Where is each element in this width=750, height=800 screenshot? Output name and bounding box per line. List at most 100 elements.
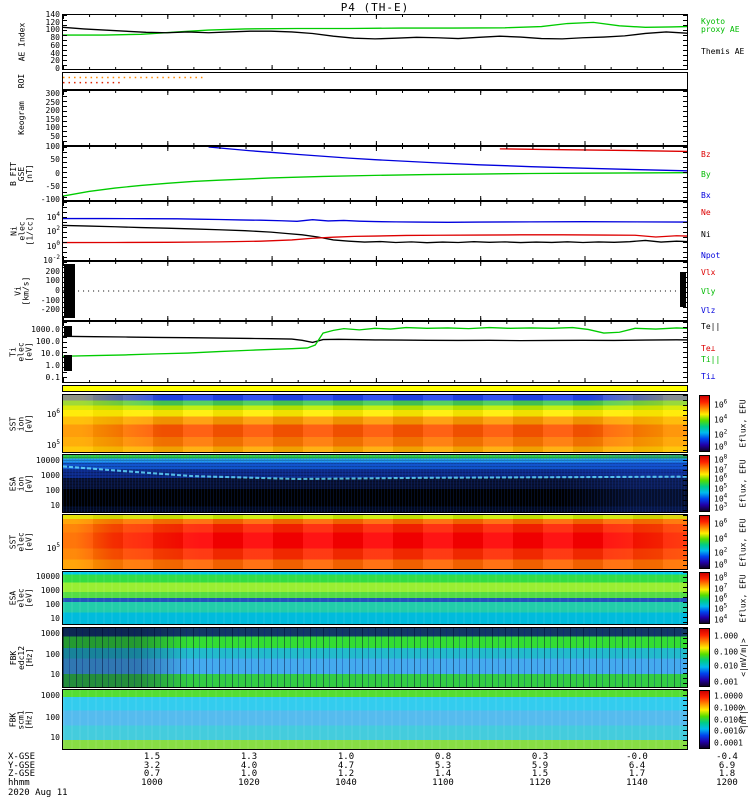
panel-b-fit: B FIT GSE [nT] -100 -50 0 50 100 Bz By Bx <box>9 142 711 204</box>
ylabel-fbk-edc12: FBK edc12 [Hz] <box>9 645 34 670</box>
ephemeris-value: 1040 <box>335 777 357 788</box>
ephemeris-row-label: Z-GSE <box>8 769 36 779</box>
offscale-data-bar-right <box>680 272 686 308</box>
panel-temperature: Ti elec [eV] 1000.0 100.0 10.0 1.0 0.1 Te|| T… <box>9 321 720 383</box>
colorbar-tick-label: 0.0100 <box>714 715 743 724</box>
ephemeris-value: 5.9 <box>531 760 549 771</box>
legend-label: Vlx <box>701 267 716 277</box>
colorbar-tick-label: 106 <box>714 398 728 409</box>
colorbar-unit-sst-elec: Eflux, EFU <box>738 517 748 567</box>
ytick-label: 0 <box>55 286 60 296</box>
ytick-label: 300 <box>45 89 60 99</box>
ytick-label: 102 <box>46 225 60 236</box>
panel-ae-index: AE Index 0 20 40 60 80 100 120 140 Kyoto proxy … <box>17 10 744 73</box>
ytick-label: 100 <box>45 599 60 609</box>
colorbar-tick-label: 105 <box>714 482 728 494</box>
colorbar-tick-label: 104 <box>714 613 728 625</box>
ephemeris-value: 1.5 <box>143 752 161 762</box>
ytick-label: 100 <box>45 123 60 133</box>
ytick-label: 250 <box>45 97 60 107</box>
ephemeris-value: 0.7 <box>143 769 161 779</box>
sst-ion-heatmap <box>63 395 687 452</box>
ytick-label: 100 <box>45 649 60 659</box>
esa-elec-heatmap <box>63 572 687 624</box>
ytick-label: 20 <box>50 56 60 66</box>
ytick-label: -200 <box>40 305 60 315</box>
panel-sst-ion-spectrogram: SST ion [eV] 106 105 106 104 102 100 Eflux, … <box>9 394 748 453</box>
ytick-label: 1000 <box>40 690 60 700</box>
ylabel-sst-ion: SST ion [eV] <box>8 413 34 434</box>
colorbar-ticks-esa-elec: 108 107 106 105 104 <box>714 572 744 624</box>
keogram-area <box>63 91 687 145</box>
colorbar-tick-label: 104 <box>714 492 728 504</box>
ephemeris-value: 1.2 <box>337 769 355 779</box>
sst-elec-heatmap <box>63 515 687 569</box>
ytick-label: 10-2 <box>43 254 60 265</box>
ytick-label: 10.0 <box>40 349 60 359</box>
roi-dotted-lines <box>63 76 204 84</box>
ephemeris-value: 3.2 <box>143 760 161 771</box>
colorbar-esa-ion <box>699 455 710 512</box>
panel-density: Ni elec [1/cc] 10-2 100 102 104 Ne Ni Npot <box>9 201 720 265</box>
temperature-lines <box>63 326 687 357</box>
plot-title: P4 (TH-E) <box>340 1 410 14</box>
ytick-label: 10 <box>50 670 60 680</box>
ylabel-keogram: Keogram <box>17 101 26 135</box>
ephemeris-value: 1.0 <box>240 769 258 779</box>
colorbar-tick-label: 107 <box>714 582 728 593</box>
ytick-label: 1.0 <box>45 361 60 371</box>
ytick-label: 10 <box>50 613 60 623</box>
ytick-label: 1000 <box>40 585 60 595</box>
ytick-label: 120 <box>45 17 60 27</box>
ylabel-velocity: Vi [km/s] <box>13 276 30 306</box>
legend-label: Bz <box>701 150 711 160</box>
legend-label: Vly <box>701 287 716 297</box>
ephemeris-value: 1100 <box>432 777 454 788</box>
quality-flag-bar <box>62 385 688 392</box>
colorbar-tick-label: 0.010 <box>714 661 739 671</box>
ephemeris-value: 1000 <box>141 777 163 788</box>
ephemeris-value: 1.4 <box>434 769 452 779</box>
fbk-edc12-heatmap <box>63 628 687 687</box>
ytick-label: -100 <box>40 195 60 205</box>
ytick-label: 40 <box>50 48 60 58</box>
legend-label: Te|| <box>701 322 721 332</box>
colorbar-tick-label: 0.0001 <box>714 738 743 748</box>
colorbar-tick-label: 103 <box>714 501 728 513</box>
ytick-label: 1000 <box>40 470 60 480</box>
ephemeris-value: 0.3 <box>531 752 549 762</box>
ylabel-roi: ROI <box>16 73 26 89</box>
colorbar-sst-ion <box>699 395 710 452</box>
ytick-label: 0 <box>55 64 60 74</box>
legend-label: Ti⊥ <box>701 372 716 381</box>
ytick-label: 100.0 <box>35 337 60 347</box>
colorbar-tick-label: 102 <box>714 428 728 440</box>
ylabel-ae-index: AE Index <box>17 22 26 62</box>
ephemeris-value: 1120 <box>529 777 551 788</box>
ephemeris-value: 1020 <box>238 777 260 788</box>
colorbar-fbk-scm1 <box>699 690 710 749</box>
ytick-label: 0 <box>55 168 60 178</box>
colorbar-tick-label: 105 <box>714 603 728 614</box>
ae-index-lines <box>63 21 687 40</box>
ephemeris-value: 1.0 <box>337 752 355 762</box>
colorbar-tick-label: 0.001 <box>714 677 739 687</box>
ytick-label: 100 <box>45 712 60 722</box>
ephemeris-value: -0.0 <box>626 752 648 762</box>
legend-label: Themis AE <box>701 47 745 57</box>
ytick-label: 106 <box>46 407 60 419</box>
ytick-label: 100 <box>46 239 60 251</box>
colorbar-tick-label: 1.0000 <box>714 691 743 701</box>
legend-label: Ti|| <box>701 354 721 364</box>
colorbar-unit-esa-ion: Eflux, EFU <box>738 459 748 508</box>
legend-label: By <box>701 169 711 179</box>
ephemeris-row-label: hhmm <box>8 777 30 788</box>
colorbar-unit-esa-elec: Eflux, EFU <box>738 573 748 623</box>
ephemeris-value: 4.7 <box>337 760 355 771</box>
panel-fbk-scm1-spectrogram: FBK scm1 [Hz] 1000 100 10 1.0000 0.1000 0.01… <box>9 689 748 750</box>
panel-velocity: Vi [km/s] -200 -100 0 100 200 Vlx Vly Vlz <box>13 261 715 321</box>
b-fit-lines <box>63 147 687 197</box>
panel-roi: ROI <box>17 72 688 90</box>
ytick-label: 10 <box>50 501 60 511</box>
colorbar-tick-label: 106 <box>714 517 728 529</box>
